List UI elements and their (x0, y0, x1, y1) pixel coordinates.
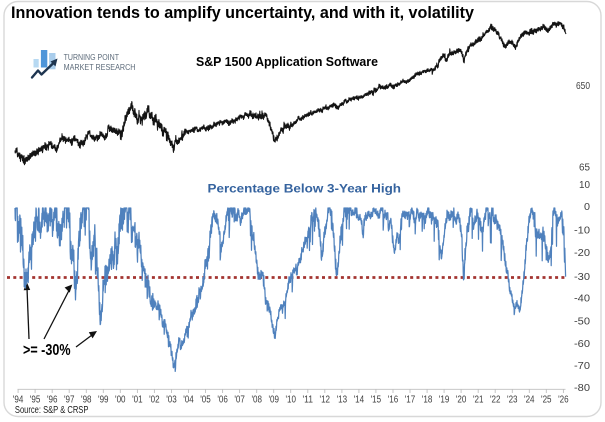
svg-text:'13: '13 (337, 394, 348, 405)
svg-text:-20: -20 (574, 248, 590, 259)
svg-text:650: 650 (576, 81, 590, 92)
svg-text:-40: -40 (574, 293, 590, 304)
svg-text:65: 65 (579, 163, 590, 174)
svg-text:'07: '07 (234, 394, 245, 405)
svg-text:'08: '08 (251, 394, 262, 405)
svg-text:TURNING POINT: TURNING POINT (64, 52, 120, 62)
svg-text:'98: '98 (81, 394, 92, 405)
svg-text:'17: '17 (405, 394, 416, 405)
svg-text:'94: '94 (13, 394, 24, 405)
svg-text:-80: -80 (574, 383, 590, 394)
svg-text:'22: '22 (490, 394, 501, 405)
svg-text:0: 0 (584, 202, 590, 213)
svg-text:Source: S&P & CRSP: Source: S&P & CRSP (15, 405, 89, 416)
svg-text:-60: -60 (574, 339, 590, 350)
svg-text:'21: '21 (473, 394, 484, 405)
svg-text:S&P 1500 Application Software: S&P 1500 Application Software (196, 54, 378, 69)
svg-text:'09: '09 (268, 394, 279, 405)
svg-text:'24: '24 (524, 394, 535, 405)
svg-text:'99: '99 (98, 394, 109, 405)
svg-text:'95: '95 (30, 394, 41, 405)
svg-text:'96: '96 (47, 394, 58, 405)
svg-text:'01: '01 (132, 394, 143, 405)
svg-text:MARKET RESEARCH: MARKET RESEARCH (64, 62, 136, 72)
svg-text:'10: '10 (285, 394, 296, 405)
svg-text:'97: '97 (64, 394, 75, 405)
svg-text:'20: '20 (456, 394, 467, 405)
svg-text:'16: '16 (388, 394, 399, 405)
svg-text:'06: '06 (217, 394, 228, 405)
svg-text:'00: '00 (115, 394, 126, 405)
svg-text:Innovation tends to amplify un: Innovation tends to amplify uncertainty,… (11, 4, 474, 22)
svg-text:-30: -30 (574, 272, 590, 283)
svg-text:'04: '04 (183, 394, 194, 405)
svg-text:-10: -10 (574, 225, 590, 236)
svg-text:10: 10 (579, 180, 590, 191)
svg-text:'14: '14 (354, 394, 365, 405)
svg-text:>= -30%: >= -30% (23, 342, 71, 359)
svg-text:'05: '05 (200, 394, 211, 405)
svg-text:'11: '11 (303, 394, 314, 405)
svg-text:'25: '25 (541, 394, 552, 405)
svg-text:-70: -70 (574, 361, 590, 372)
svg-text:'03: '03 (166, 394, 177, 405)
svg-text:'02: '02 (149, 394, 160, 405)
svg-text:-50: -50 (574, 316, 590, 327)
svg-text:Percentage Below 3-Year High: Percentage Below 3-Year High (208, 183, 402, 196)
svg-text:'26: '26 (558, 394, 569, 405)
svg-text:'15: '15 (371, 394, 382, 405)
svg-text:'18: '18 (422, 394, 433, 405)
svg-text:'12: '12 (320, 394, 331, 405)
svg-text:'19: '19 (439, 394, 450, 405)
svg-text:'23: '23 (507, 394, 518, 405)
